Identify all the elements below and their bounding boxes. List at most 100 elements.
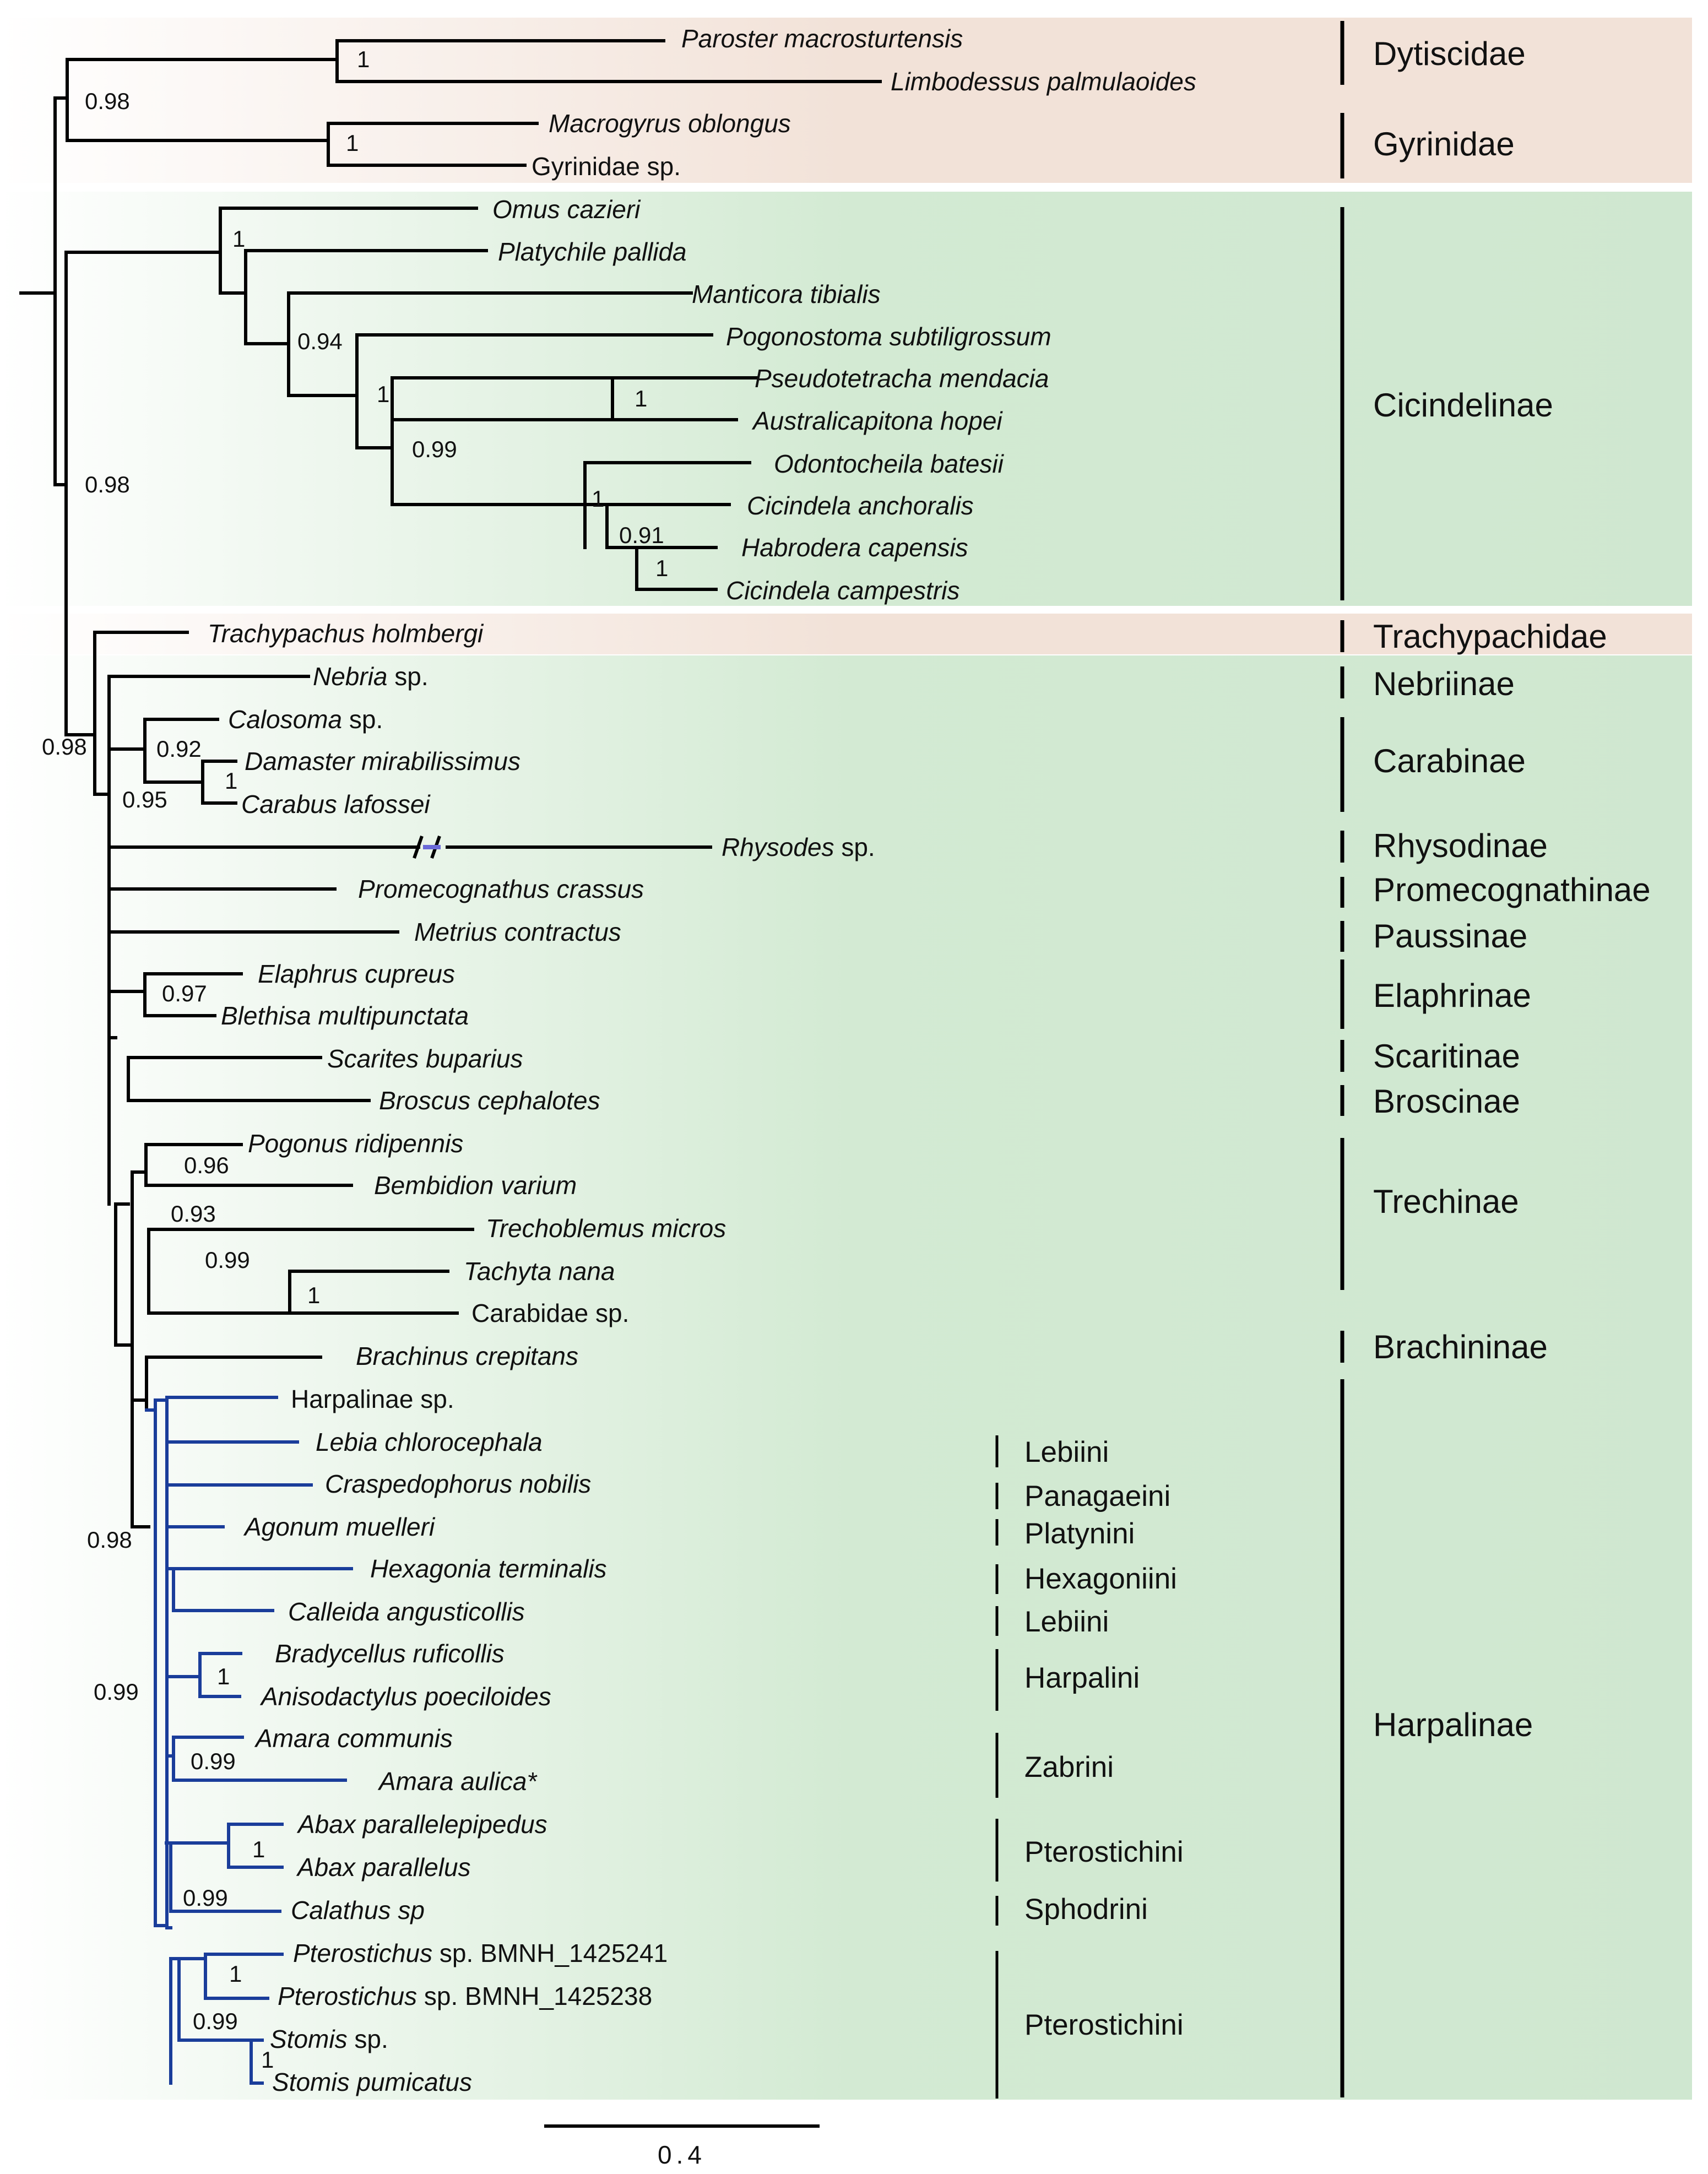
taxon-label: Blethisa multipunctata	[221, 1001, 469, 1030]
support-value: 1	[229, 1961, 242, 1987]
taxon-label: Pterostichus sp. BMNH_1425238	[278, 1982, 652, 2010]
taxon-label: Bradycellus ruficollis	[275, 1639, 505, 1668]
taxon-label: Trechoblemus micros	[486, 1214, 726, 1243]
support-value: 0.93	[171, 1201, 216, 1227]
support-value: 0.96	[184, 1152, 229, 1178]
tribe-labels: Lebiini Panagaeini Platynini Hexagoniini…	[1024, 1436, 1184, 2041]
group-label: Cicindelinae	[1373, 387, 1553, 424]
branch-carabidae	[64, 631, 712, 1528]
branch-break-mark	[413, 836, 441, 859]
background-bands	[0, 18, 1692, 2100]
support-value: 1	[252, 1836, 265, 1862]
taxon-label: Tachyta nana	[464, 1257, 615, 1286]
support-value: 0.99	[191, 1748, 236, 1774]
taxon-label: Abax parallelus	[296, 1853, 471, 1882]
group-labels: Dytiscidae Gyrinidae Cicindelinae Trachy…	[1373, 35, 1651, 1743]
taxon-label: Abax parallelepipedus	[296, 1810, 547, 1839]
taxon-label: Brachinus crepitans	[356, 1342, 578, 1370]
support-value: 1	[217, 1663, 230, 1689]
group-label: Rhysodinae	[1373, 827, 1548, 864]
taxon-label: Pogonus ridipennis	[248, 1129, 463, 1158]
group-label: Trechinae	[1373, 1183, 1519, 1220]
band-dytiscidae-gyrinidae	[0, 18, 1692, 183]
taxon-label: Stomis pumicatus	[272, 2068, 472, 2096]
support-values: 0.98 0.98 0.98 1 1 1 0.94 1 0.99 1 1 0.9…	[42, 46, 668, 2073]
harpalinae-leaves	[165, 1396, 353, 2085]
taxon-label: Craspedophorus nobilis	[325, 1470, 591, 1498]
taxon-label: Bembidion varium	[374, 1171, 577, 1200]
support-value: 0.98	[85, 88, 130, 114]
break-slash-1	[413, 836, 424, 859]
branches-black	[19, 39, 882, 1528]
taxon-label: Calleida angusticollis	[288, 1597, 525, 1626]
taxon-label: Limbodessus palmulaoides	[891, 67, 1196, 96]
taxon-label: Gyrinidae sp.	[532, 152, 681, 181]
taxon-label: Calosoma sp.	[228, 705, 383, 734]
group-label: Promecognathinae	[1373, 871, 1651, 908]
scale-bar: 0.4	[544, 2124, 820, 2169]
support-value: 0.99	[205, 1247, 250, 1273]
taxon-label: Metrius contractus	[414, 918, 621, 946]
root-branch	[19, 96, 57, 486]
taxon-label: Pogonostoma subtiligrossum	[726, 322, 1051, 351]
taxon-label: Hexagonia terminalis	[370, 1554, 607, 1583]
taxon-label: Harpalinae sp.	[291, 1385, 454, 1413]
taxon-label: Pterostichus sp. BMNH_1425241	[293, 1939, 668, 1967]
support-value: 0.99	[193, 2008, 238, 2034]
support-value: 1	[232, 226, 245, 252]
support-value: 0.99	[412, 436, 457, 462]
harpalinae-spine	[145, 1396, 169, 1929]
tribe-label: Pterostichini	[1024, 1836, 1184, 1868]
taxon-label: Promecognathus crassus	[358, 875, 644, 903]
taxon-label: Platychile pallida	[498, 237, 687, 266]
taxon-label: Cicindela campestris	[726, 576, 959, 605]
support-value: 0.94	[297, 328, 343, 354]
group-label: Nebriinae	[1373, 665, 1515, 702]
taxon-label: Manticora tibialis	[692, 280, 881, 308]
support-value: 1	[357, 46, 370, 72]
taxon-label: Elaphrus cupreus	[258, 959, 455, 988]
tribe-label: Lebiini	[1024, 1436, 1109, 1468]
taxon-label: Paroster macrosturtensis	[681, 24, 963, 53]
group-label: Trachypachidae	[1373, 618, 1607, 655]
taxon-label: Rhysodes sp.	[722, 833, 875, 861]
tribe-label: Pterostichini	[1024, 2009, 1184, 2041]
support-value: 0.98	[85, 471, 130, 497]
support-value: 0.91	[619, 522, 664, 548]
taxon-label: Odontocheila batesii	[774, 449, 1005, 478]
taxon-label: Carabidae sp.	[471, 1299, 629, 1327]
support-value: 1	[592, 486, 604, 512]
taxon-label: Pseudotetracha mendacia	[755, 364, 1049, 393]
taxon-labels: Paroster macrosturtensis Limbodessus pal…	[208, 24, 1196, 2096]
band-cicindelinae	[0, 192, 1692, 606]
support-value: 0.99	[183, 1885, 228, 1911]
taxon-label: Omus cazieri	[492, 195, 641, 224]
support-value: 0.92	[156, 736, 202, 762]
group-label: Gyrinidae	[1373, 126, 1515, 162]
tribe-label: Hexagoniini	[1024, 1563, 1177, 1595]
band-trachypachidae	[0, 614, 1692, 654]
scale-bar-label: 0.4	[658, 2140, 706, 2169]
taxon-label: Calathus sp	[291, 1896, 425, 1924]
tribe-label: Panagaeini	[1024, 1480, 1170, 1512]
taxon-label: Scarites buparius	[327, 1044, 523, 1073]
group-label: Broscinae	[1373, 1083, 1520, 1120]
taxon-label: Australicapitona hopei	[751, 406, 1003, 435]
support-value: 0.99	[94, 1679, 139, 1705]
taxon-label: Macrogyrus oblongus	[549, 109, 791, 138]
tribe-label: Platynini	[1024, 1517, 1135, 1550]
tribe-label: Zabrini	[1024, 1751, 1114, 1783]
support-value: 1	[377, 381, 389, 407]
taxon-label: Broscus cephalotes	[379, 1086, 600, 1115]
taxon-label: Lebia chlorocephala	[316, 1428, 543, 1456]
branch-main	[53, 207, 758, 736]
tribe-label: Harpalini	[1024, 1662, 1140, 1694]
support-value: 0.95	[122, 787, 167, 812]
taxon-label: Carabus lafossei	[241, 790, 431, 818]
group-label: Dytiscidae	[1373, 35, 1526, 72]
taxon-label: Agonum muelleri	[243, 1512, 436, 1541]
support-value: 0.98	[42, 734, 87, 760]
tribe-label: Sphodrini	[1024, 1893, 1148, 1926]
